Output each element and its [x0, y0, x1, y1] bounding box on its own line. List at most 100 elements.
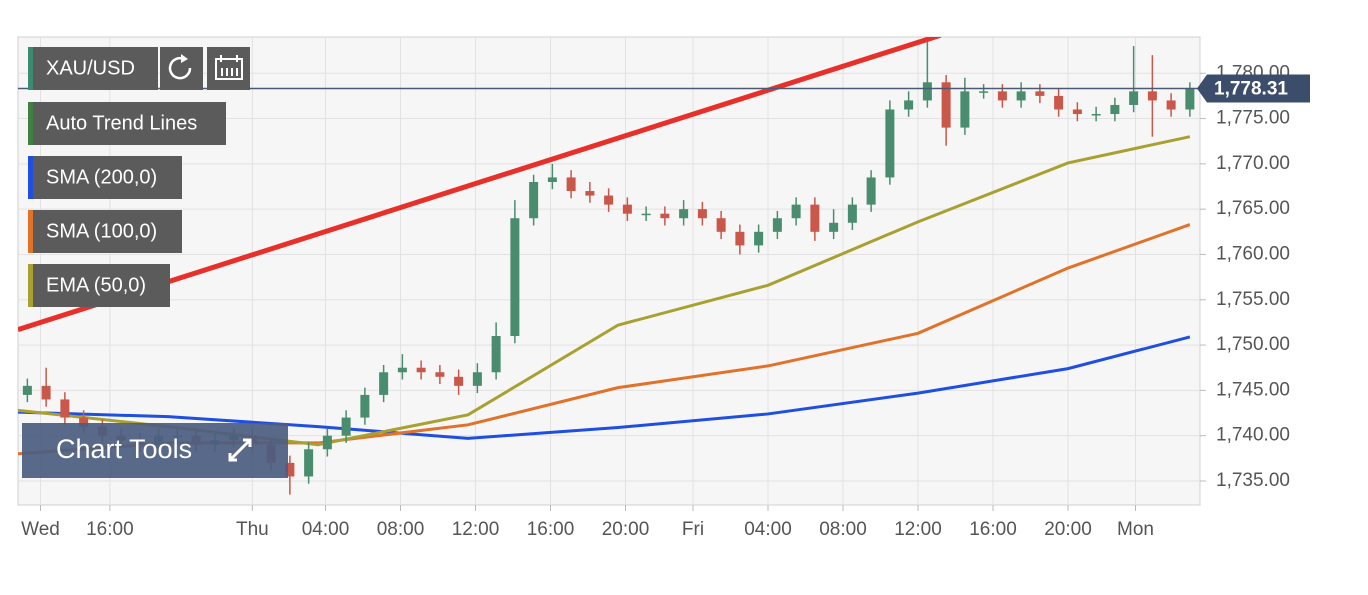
x-tick-label: 04:00 — [302, 519, 350, 540]
x-tick-label: 16:00 — [527, 519, 575, 540]
x-tick-label: 16:00 — [969, 519, 1017, 540]
reload-button[interactable] — [160, 47, 203, 90]
candle-body — [1035, 91, 1045, 96]
candle-body — [529, 181, 539, 219]
chart-tools-label: Chart Tools — [56, 434, 192, 464]
candle-body — [1166, 100, 1176, 110]
axes: 1,735.00 1,740.00 1,745.00 1,750.00 1,755.00… — [21, 62, 1290, 540]
legend-button[interactable] — [28, 47, 158, 90]
ui: 1,778.31 XAU/USD Auto Trend Lines SMA (200,… — [22, 47, 1310, 478]
candle-body — [866, 177, 876, 205]
legend-label: EMA (50,0) — [46, 274, 146, 296]
candle-body — [679, 209, 689, 219]
candle-body — [641, 213, 651, 216]
x-tick-label: 20:00 — [602, 519, 650, 540]
legend-stripe — [28, 156, 33, 199]
candle-body — [416, 367, 426, 373]
last-price-label: 1,778.31 — [1214, 79, 1288, 100]
reload-arrow — [181, 54, 188, 63]
candle-body — [1185, 88, 1195, 110]
candle-body — [22, 385, 32, 395]
y-tick-label: 1,775.00 — [1216, 108, 1290, 129]
candle-body — [285, 462, 295, 477]
candle-body — [79, 417, 89, 427]
candle-body — [697, 209, 707, 219]
candle-body — [322, 435, 332, 450]
legend-label: SMA (100,0) — [46, 220, 157, 242]
candle-body — [979, 91, 989, 93]
ma-line — [18, 335, 1191, 440]
legend-stripe — [28, 210, 33, 253]
x-tick-label: 16:00 — [86, 519, 134, 540]
candle-body — [454, 376, 464, 386]
candle-body — [829, 222, 839, 232]
legend-button[interactable] — [28, 210, 182, 253]
reload-icon — [168, 56, 192, 80]
candle-body — [397, 367, 407, 373]
candle-body — [435, 372, 445, 377]
legend-label: Auto Trend Lines — [46, 112, 197, 134]
chart-tools-button[interactable] — [22, 423, 288, 478]
last-price-box — [1197, 74, 1310, 103]
candle-body — [304, 449, 314, 477]
candle-body — [791, 204, 801, 219]
x-tick-label: 12:00 — [452, 519, 500, 540]
x-tick-label: Wed — [21, 519, 60, 540]
x-tick-label: 04:00 — [744, 519, 792, 540]
candle-body — [922, 82, 932, 101]
candle-body — [847, 204, 857, 223]
y-tick-label: 1,755.00 — [1216, 289, 1290, 310]
x-tick-label: 20:00 — [1044, 519, 1092, 540]
y-tick-label: 1,735.00 — [1216, 470, 1290, 491]
candle-body — [941, 82, 951, 128]
candle-body — [585, 191, 595, 196]
candle-body — [1091, 114, 1101, 116]
candle-body — [1054, 95, 1064, 110]
candle-body — [622, 204, 632, 214]
candle-body — [885, 109, 895, 178]
candle-body — [566, 177, 576, 192]
candle-body — [1147, 91, 1157, 101]
candle-body — [772, 218, 782, 232]
candle-body — [735, 231, 745, 246]
x-tick-label: 08:00 — [377, 519, 425, 540]
legend-button[interactable] — [28, 102, 226, 145]
candle-body — [510, 218, 520, 337]
candle-body — [1072, 109, 1082, 115]
candle-body — [754, 231, 764, 246]
x-tick-label: 12:00 — [894, 519, 942, 540]
candle-body — [547, 177, 557, 182]
candle-body — [360, 394, 370, 418]
candle-body — [1110, 104, 1120, 115]
calendar-button[interactable] — [207, 47, 250, 90]
legend-label: XAU/USD — [46, 57, 135, 79]
calendar-icon — [215, 55, 243, 80]
candle-body — [997, 91, 1007, 101]
candle-body — [960, 91, 970, 128]
legend-label: SMA (200,0) — [46, 166, 157, 188]
candle-body — [472, 372, 482, 386]
y-tick-label: 1,745.00 — [1216, 379, 1290, 400]
y-tick-label: 1,765.00 — [1216, 198, 1290, 219]
x-tick-label: Thu — [236, 519, 269, 540]
legend-button[interactable] — [28, 264, 170, 307]
candle-body — [660, 213, 670, 219]
x-tick-label: Mon — [1117, 519, 1154, 540]
legend-stripe — [28, 264, 33, 307]
legend-button[interactable] — [28, 156, 182, 199]
x-tick-label: Fri — [682, 519, 704, 540]
candle-body — [491, 336, 501, 373]
x-tick-label: 08:00 — [819, 519, 867, 540]
y-tick-label: 1,760.00 — [1216, 243, 1290, 264]
trend-line — [18, 37, 942, 333]
expand-icon — [228, 438, 252, 462]
candle-body — [60, 399, 70, 418]
y-tick-label: 1,750.00 — [1216, 334, 1290, 355]
y-tick-label: 1,740.00 — [1216, 425, 1290, 446]
candle-body — [341, 417, 351, 436]
candle-body — [604, 195, 614, 205]
candle-body — [904, 100, 914, 110]
y-tick-label: 1,770.00 — [1216, 153, 1290, 174]
